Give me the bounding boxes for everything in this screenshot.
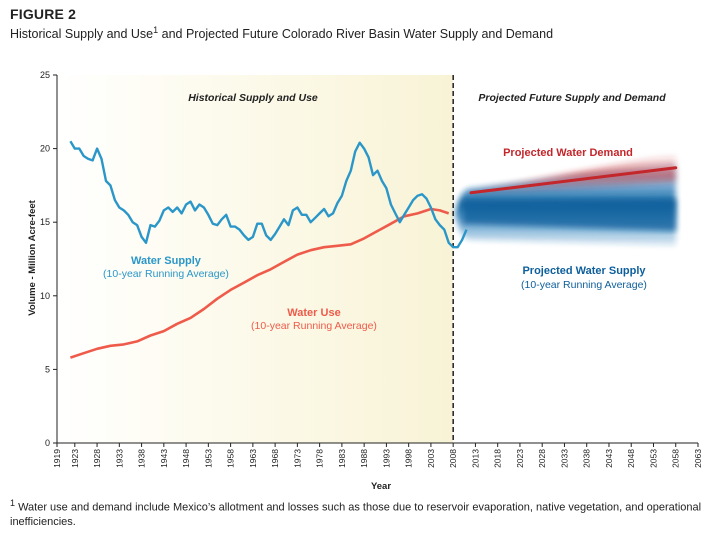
water-use-line bbox=[69, 207, 450, 359]
x-axis-label: Year bbox=[371, 481, 391, 492]
x-tick-label: 2018 bbox=[493, 449, 503, 468]
footnote-mark: 1 bbox=[10, 498, 16, 508]
x-tick-label: 2063 bbox=[693, 449, 703, 468]
x-tick-label: 1943 bbox=[159, 449, 169, 468]
y-tick-label: 20 bbox=[40, 144, 50, 154]
figure-title-rest: and Projected Future Colorado River Basi… bbox=[158, 27, 554, 41]
footnote: 1 Water use and demand include Mexico’s … bbox=[10, 496, 710, 529]
x-axis-ticks: 1919 1923 1928 1933 1938 1943 1948 1953 1958 1963… bbox=[52, 443, 703, 468]
x-tick-label: 1963 bbox=[248, 449, 258, 468]
water-use-label: Water Use bbox=[287, 307, 340, 319]
projected-demand-label: Projected Water Demand bbox=[503, 147, 633, 159]
x-tick-label: 1998 bbox=[404, 449, 414, 468]
x-tick-label: 2008 bbox=[448, 449, 458, 468]
projected-demand-line bbox=[469, 166, 678, 195]
x-tick-label: 1978 bbox=[315, 449, 325, 468]
water-supply-sublabel: (10-year Running Average) bbox=[103, 268, 229, 280]
historical-background bbox=[57, 75, 454, 443]
water-use-sublabel: (10-year Running Average) bbox=[251, 320, 377, 332]
figure-title: Historical Supply and Use1 and Projected… bbox=[10, 24, 554, 41]
x-tick-label: 1953 bbox=[203, 449, 213, 468]
figure-title-main: Historical Supply and Use bbox=[10, 27, 154, 41]
projected-supply-sublabel: (10-year Running Average) bbox=[521, 279, 647, 291]
x-tick-label: 2028 bbox=[537, 449, 547, 468]
y-axis-label: Volume - Million Acre-feet bbox=[27, 199, 38, 315]
x-tick-label: 1968 bbox=[270, 449, 280, 468]
y-tick-label: 0 bbox=[45, 438, 50, 448]
x-tick-label: 2023 bbox=[515, 449, 525, 468]
x-tick-label: 1983 bbox=[337, 449, 347, 468]
projected-supply-label: Projected Water Supply bbox=[522, 265, 646, 277]
y-tick-label: 10 bbox=[40, 291, 50, 301]
x-tick-label: 1919 bbox=[52, 449, 62, 468]
y-axis-ticks: 0 5 10 15 20 25 bbox=[40, 70, 57, 448]
figure-title-footnote-mark: 1 bbox=[153, 24, 159, 35]
region-label-projected: Projected Future Supply and Demand bbox=[478, 92, 666, 104]
x-tick-label: 1933 bbox=[114, 449, 124, 468]
x-tick-label: 1928 bbox=[92, 449, 102, 468]
x-tick-label: 1973 bbox=[292, 449, 302, 468]
y-tick-label: 15 bbox=[40, 217, 50, 227]
x-tick-label: 1948 bbox=[181, 449, 191, 468]
projected-supply-core bbox=[462, 198, 676, 231]
water-supply-label: Water Supply bbox=[131, 255, 202, 267]
x-tick-label: 2038 bbox=[582, 449, 592, 468]
y-tick-label: 5 bbox=[45, 364, 50, 374]
x-tick-label: 2013 bbox=[470, 449, 480, 468]
footnote-text: Water use and demand include Mexico’s al… bbox=[10, 501, 702, 528]
figure-number: FIGURE 2 bbox=[10, 6, 77, 22]
x-tick-label: 2048 bbox=[626, 449, 636, 468]
x-tick-label: 2033 bbox=[559, 449, 569, 468]
projected-demand-band bbox=[469, 153, 678, 195]
x-tick-label: 1988 bbox=[359, 449, 369, 468]
x-tick-label: 2003 bbox=[426, 449, 436, 468]
x-tick-label: 2043 bbox=[604, 449, 614, 468]
projected-demand-range bbox=[470, 153, 676, 195]
x-tick-label: 1958 bbox=[226, 449, 236, 468]
x-tick-label: 2058 bbox=[671, 449, 681, 468]
y-tick-label: 25 bbox=[40, 70, 50, 80]
x-tick-label: 1923 bbox=[70, 449, 80, 468]
x-tick-label: 1993 bbox=[381, 449, 391, 468]
x-tick-label: 2053 bbox=[648, 449, 658, 468]
x-tick-label: 1938 bbox=[137, 449, 147, 468]
water-supply-line bbox=[69, 140, 468, 249]
region-label-historical: Historical Supply and Use bbox=[188, 92, 318, 104]
